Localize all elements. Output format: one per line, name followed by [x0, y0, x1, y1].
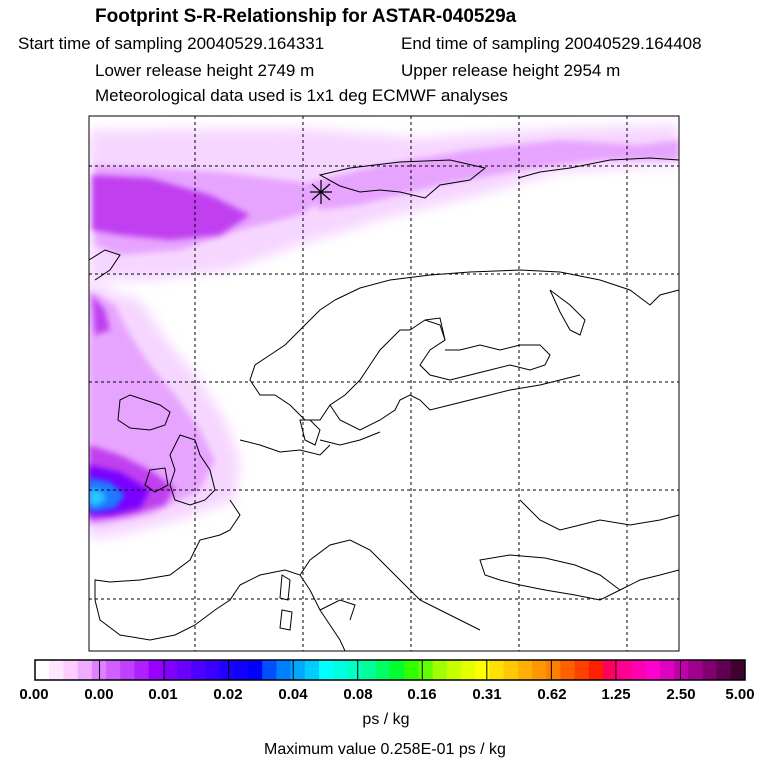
coastline-lines	[89, 157, 679, 651]
colorbar-swatch	[603, 660, 618, 680]
colorbar-label-0: 0.00	[19, 686, 49, 703]
colorbar-units: ps / kg	[362, 711, 410, 728]
colorbar-swatch	[404, 660, 419, 680]
colorbar-swatch	[35, 660, 50, 680]
colorbar-swatch	[49, 660, 64, 680]
upper-height-label: Upper release height 2954 m	[401, 61, 621, 80]
maximum-value-label: Maximum value 0.258E-01 ps / kg	[264, 741, 506, 758]
colorbar-swatch	[134, 660, 150, 680]
colorbar-swatch	[191, 660, 206, 680]
colorbar-swatch	[276, 660, 292, 680]
colorbar-swatch	[517, 660, 533, 680]
colorbar-swatch	[617, 660, 632, 680]
colorbar-label-4: 0.04	[278, 686, 308, 703]
plot-title: Footprint S-R-Relationship for ASTAR-040…	[95, 6, 517, 27]
colorbar-swatch	[645, 660, 661, 680]
colorbar-swatch	[475, 660, 490, 680]
colorbar-swatch	[631, 660, 647, 680]
colorbar-swatch	[262, 660, 277, 680]
colorbar-swatch	[375, 660, 391, 680]
colorbar-swatch	[659, 660, 675, 680]
colorbar-swatch	[205, 660, 221, 680]
colorbar-swatch	[546, 660, 561, 680]
colorbar-swatch	[304, 660, 320, 680]
colorbar-swatch	[716, 660, 732, 680]
colorbar-swatch	[560, 660, 576, 680]
start-time-label: Start time of sampling 20040529.164331	[18, 34, 325, 53]
colorbar-swatch	[730, 660, 746, 680]
colorbar-swatch	[77, 660, 93, 680]
colorbar-label-9: 1.25	[601, 686, 631, 703]
colorbar-swatch	[574, 660, 590, 680]
colorbar-swatch	[333, 660, 348, 680]
colorbar-swatch	[177, 660, 192, 680]
colorbar	[34, 659, 746, 681]
colorbar-swatch	[162, 660, 178, 680]
receptor-marker	[310, 180, 332, 204]
colorbar-swatch	[319, 660, 334, 680]
colorbar-swatch	[503, 660, 519, 680]
colorbar-swatch	[588, 660, 604, 680]
colorbar-swatch	[532, 660, 547, 680]
colorbar-swatch	[446, 660, 462, 680]
end-time-label: End time of sampling 20040529.164408	[401, 34, 702, 53]
colorbar-swatch	[233, 660, 249, 680]
colorbar-swatch	[461, 660, 476, 680]
colorbar-frame	[34, 659, 746, 681]
colorbar-label-1: 0.00	[84, 686, 114, 703]
colorbar-swatch	[248, 660, 263, 680]
colorbar-label-5: 0.08	[343, 686, 373, 703]
colorbar-swatch	[290, 660, 306, 680]
colorbar-swatch	[120, 660, 135, 680]
colorbar-swatch	[418, 660, 434, 680]
colorbar-swatch	[148, 660, 164, 680]
colorbar-swatch	[390, 660, 405, 680]
colorbar-label-8: 0.62	[537, 686, 567, 703]
map-frame	[88, 115, 680, 652]
colorbar-label-2: 0.01	[148, 686, 178, 703]
lower-height-label: Lower release height 2749 m	[95, 61, 315, 80]
colorbar-swatch	[347, 660, 363, 680]
footprint-plume	[89, 125, 679, 540]
colorbar-swatch	[106, 660, 121, 680]
colorbar-label-7: 0.31	[472, 686, 502, 703]
colorbar-swatch	[489, 660, 505, 680]
colorbar-swatch	[219, 660, 235, 680]
met-data-label: Meteorological data used is 1x1 deg ECMW…	[95, 86, 508, 105]
colorbar-swatch	[702, 660, 718, 680]
colorbar-swatch	[63, 660, 79, 680]
colorbar-label-6: 0.16	[407, 686, 437, 703]
colorbar-swatch	[674, 660, 689, 680]
colorbar-label-3: 0.02	[213, 686, 243, 703]
colorbar-swatch	[688, 660, 703, 680]
colorbar-label-10: 2.50	[666, 686, 696, 703]
colorbar-swatch	[361, 660, 377, 680]
colorbar-swatch	[432, 660, 448, 680]
lat-lon-grid	[89, 116, 679, 651]
colorbar-label-11: 5.00	[725, 686, 755, 703]
